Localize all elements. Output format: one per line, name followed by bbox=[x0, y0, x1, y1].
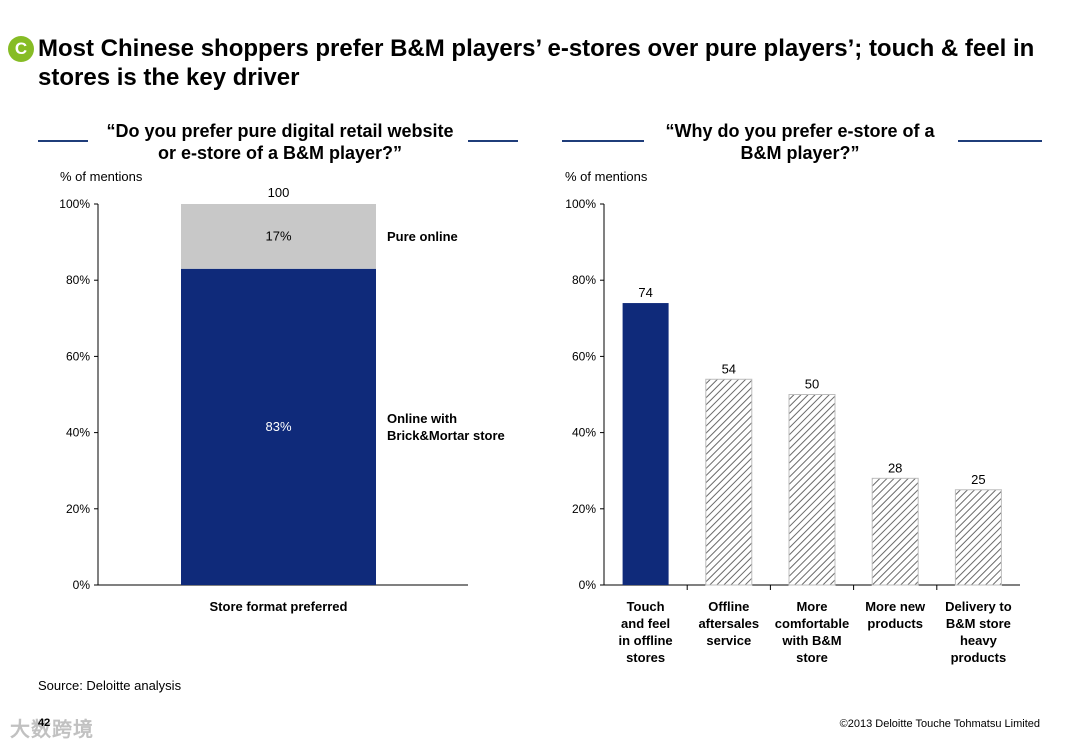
reason-category-label: heavy bbox=[960, 633, 998, 648]
left-y-tick-label: 0% bbox=[73, 578, 91, 592]
left-y-tick-label: 80% bbox=[66, 273, 90, 287]
right-y-tick-label: 80% bbox=[572, 273, 596, 287]
segment-value-label: 17% bbox=[265, 228, 291, 243]
section-badge: C bbox=[8, 36, 34, 62]
reason-bar-value-label: 74 bbox=[638, 285, 652, 300]
watermark: 大数跨境 bbox=[10, 719, 94, 741]
reason-bar bbox=[622, 303, 669, 585]
reason-bar-value-label: 50 bbox=[805, 377, 819, 392]
page-number: 42 bbox=[38, 717, 51, 729]
series-legend-label: Brick&Mortar store bbox=[387, 428, 505, 443]
reason-category-label: and feel bbox=[621, 616, 670, 631]
copyright: ©2013 Deloitte Touche Tohmatsu Limited bbox=[839, 718, 1040, 730]
reason-category-label: with B&M bbox=[781, 633, 841, 648]
right-y-tick-label: 0% bbox=[579, 578, 597, 592]
reason-category-label: B&M store bbox=[946, 616, 1011, 631]
right-unit-label: % of mentions bbox=[565, 169, 648, 184]
segment-value-label: 83% bbox=[265, 419, 291, 434]
left-y-tick-label: 20% bbox=[66, 502, 90, 516]
reason-bar bbox=[788, 394, 836, 586]
reason-category-label: More bbox=[796, 599, 827, 614]
left-unit-label: % of mentions bbox=[60, 169, 143, 184]
bar-segment-pure-online bbox=[181, 204, 376, 269]
right-y-tick-label: 20% bbox=[572, 502, 596, 516]
right-y-tick-label: 100% bbox=[565, 197, 596, 211]
series-legend-label: Pure online bbox=[387, 229, 458, 244]
right-rule-b bbox=[958, 140, 1042, 142]
right-question: “Why do you prefer e-store of a B&M play… bbox=[665, 121, 935, 163]
reason-category-label: store bbox=[796, 650, 828, 665]
bar-segment-bm-online bbox=[181, 268, 376, 585]
left-y-tick-label: 40% bbox=[66, 426, 90, 440]
reason-category-label: Touch bbox=[627, 599, 665, 614]
reason-bar bbox=[871, 477, 919, 586]
reason-category-label: comfortable bbox=[775, 616, 849, 631]
right-y-tick-label: 60% bbox=[572, 349, 596, 363]
left-rule-b bbox=[468, 140, 518, 142]
reason-bar-value-label: 28 bbox=[888, 460, 902, 475]
reason-category-label: service bbox=[706, 633, 751, 648]
right-rule-a bbox=[562, 140, 644, 142]
right-y-tick-label: 40% bbox=[572, 426, 596, 440]
page-title: Most Chinese shoppers prefer B&M players… bbox=[38, 35, 1035, 91]
left-y-tick-label: 100% bbox=[59, 197, 90, 211]
left-y-tick-label: 60% bbox=[66, 349, 90, 363]
reason-category-label: aftersales bbox=[698, 616, 759, 631]
left-rule-a bbox=[38, 140, 88, 142]
reason-category-label: More new bbox=[865, 599, 926, 614]
reason-bar-value-label: 54 bbox=[722, 361, 736, 376]
reason-category-label: Delivery to bbox=[945, 599, 1012, 614]
reason-bar bbox=[954, 489, 1002, 586]
series-legend-label: Online with bbox=[387, 411, 457, 426]
total-value-label: 100 bbox=[268, 185, 290, 200]
reason-category-label: stores bbox=[626, 650, 665, 665]
reason-bar bbox=[705, 378, 753, 586]
source-note: Source: Deloitte analysis bbox=[38, 678, 182, 693]
reason-category-label: products bbox=[951, 650, 1007, 665]
reason-category-label: in offline bbox=[619, 633, 673, 648]
reason-bar-value-label: 25 bbox=[971, 472, 985, 487]
left-x-category-label: Store format preferred bbox=[210, 599, 348, 614]
reason-category-label: products bbox=[867, 616, 923, 631]
reason-category-label: Offline bbox=[708, 599, 749, 614]
left-question: “Do you prefer pure digital retail websi… bbox=[106, 121, 454, 163]
